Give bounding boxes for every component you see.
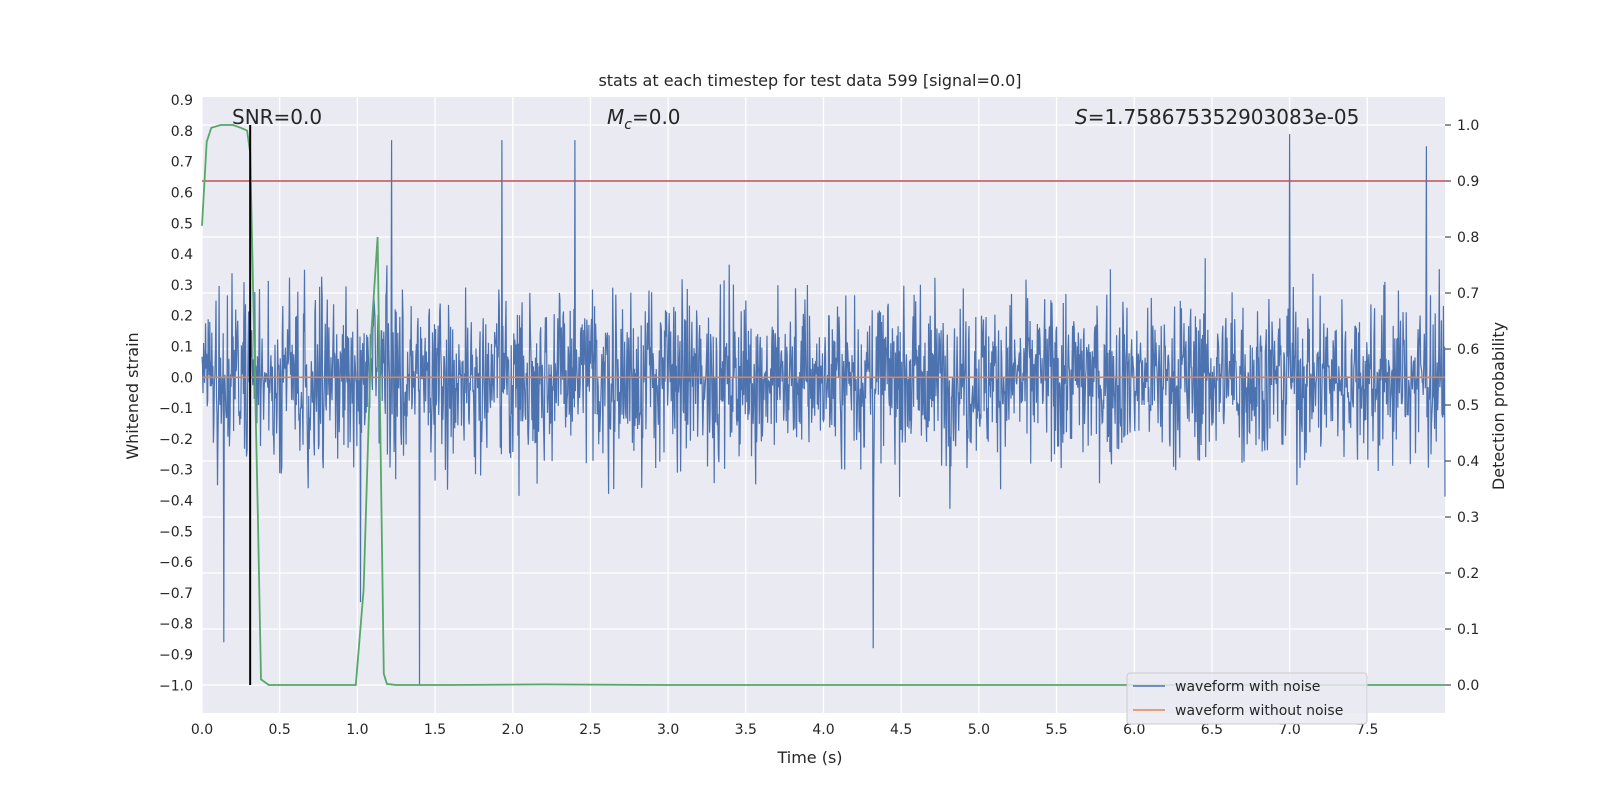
left-y-tick-label: 0.6 (171, 185, 193, 201)
right-y-tick-label: 0.5 (1457, 398, 1479, 414)
left-y-tick-label: 0.3 (171, 278, 193, 294)
right-y-tick-label: 0.4 (1457, 454, 1479, 470)
x-tick-label: 3.5 (735, 722, 757, 738)
waveform-with-noise-series (201, 133, 1446, 686)
chirp-mass-symbol: M (607, 105, 624, 129)
s-statistic-value: =1.758675352903083e-05 (1088, 105, 1360, 129)
right-y-axis-ticks: 1.0 0.9 0.8 0.7 0.6 0.5 0.4 0.3 0.2 0.1 0.0 (1445, 118, 1479, 694)
s-statistic-symbol: S (1075, 105, 1088, 129)
legend-label-noise: waveform with noise (1175, 679, 1320, 695)
left-y-tick-label: −0.4 (159, 493, 193, 509)
snr-annotation: SNR=0.0 (232, 105, 322, 129)
x-tick-label: 0.5 (269, 722, 291, 738)
s-statistic-annotation: S=1.758675352903083e-05 (1075, 105, 1359, 129)
left-y-tick-label: −1.0 (159, 678, 193, 694)
x-tick-label: 2.0 (502, 722, 524, 738)
left-y-tick-label: −0.2 (159, 432, 193, 448)
left-y-axis-ticks: 0.9 0.8 0.7 0.6 0.5 0.4 0.3 0.2 0.1 0.0 −0.1 −0.2 −0… (159, 93, 193, 694)
x-axis-label: Time (s) (776, 748, 842, 767)
detection-probability-trace (201, 124, 1445, 686)
x-tick-label: 6.5 (1201, 722, 1223, 738)
left-y-tick-label: −0.6 (159, 555, 193, 571)
x-tick-label: 5.5 (1045, 722, 1067, 738)
right-y-tick-label: 0.6 (1457, 342, 1479, 358)
left-y-tick-label: −0.5 (159, 524, 193, 540)
legend-label-clean: waveform without noise (1175, 703, 1343, 719)
left-y-tick-label: 0.1 (171, 339, 193, 355)
left-y-tick-label: −0.1 (159, 401, 193, 417)
x-tick-label: 5.0 (968, 722, 990, 738)
left-y-tick-label: −0.7 (159, 586, 193, 602)
chart-title: stats at each timestep for test data 599… (598, 71, 1021, 90)
left-y-tick-label: 0.4 (171, 247, 193, 263)
x-tick-label: 6.0 (1123, 722, 1145, 738)
right-y-tick-label: 0.9 (1457, 174, 1479, 190)
chirp-mass-subscript: c (624, 117, 632, 133)
left-y-tick-label: −0.9 (159, 647, 193, 663)
x-tick-label: 7.5 (1356, 722, 1378, 738)
right-y-tick-label: 1.0 (1457, 118, 1479, 134)
left-y-axis-label: Whitened strain (123, 332, 142, 459)
x-tick-label: 7.0 (1278, 722, 1300, 738)
left-y-tick-label: 0.0 (171, 370, 193, 386)
left-y-tick-label: 0.9 (171, 93, 193, 109)
chirp-mass-annotation: Mc=0.0 (607, 105, 681, 133)
legend: waveform with noise waveform without noi… (1126, 672, 1368, 725)
x-axis-ticks: 0.0 0.5 1.0 1.5 2.0 2.5 3.0 3.5 4.0 4.5 5.0 5.5 6.0 6… (191, 722, 1379, 738)
legend-box (1126, 672, 1368, 725)
x-tick-label: 1.0 (346, 722, 368, 738)
left-y-tick-label: 0.5 (171, 216, 193, 232)
left-y-tick-label: 0.8 (171, 124, 193, 140)
left-y-tick-label: 0.7 (171, 155, 193, 171)
right-y-tick-label: 0.7 (1457, 286, 1479, 302)
chirp-mass-value: =0.0 (632, 105, 681, 129)
noise-trace (201, 133, 1446, 686)
right-y-tick-label: 0.2 (1457, 566, 1479, 582)
right-y-tick-label: 0.8 (1457, 230, 1479, 246)
right-y-tick-label: 0.0 (1457, 678, 1479, 694)
left-y-tick-label: 0.2 (171, 309, 193, 325)
x-tick-label: 0.0 (191, 722, 213, 738)
x-tick-label: 1.5 (424, 722, 446, 738)
detection-probability-series (201, 124, 1445, 686)
right-y-tick-label: 0.1 (1457, 622, 1479, 638)
x-tick-label: 3.0 (657, 722, 679, 738)
x-tick-label: 2.5 (579, 722, 601, 738)
x-tick-label: 4.5 (890, 722, 912, 738)
right-y-axis-label: Detection probability (1489, 322, 1508, 490)
right-y-tick-label: 0.3 (1457, 510, 1479, 526)
left-y-tick-label: −0.3 (159, 463, 193, 479)
x-tick-label: 4.0 (812, 722, 834, 738)
left-y-tick-label: −0.8 (159, 617, 193, 633)
